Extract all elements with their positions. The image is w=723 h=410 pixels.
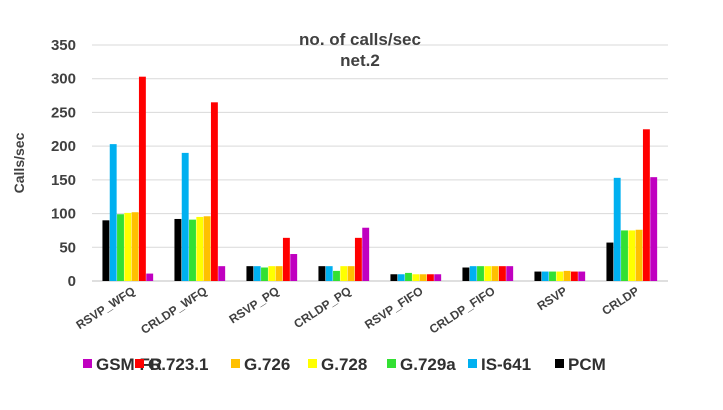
bar-g-726-rsvp-wfq xyxy=(131,212,139,281)
bar-pcm-rsvp-wfq xyxy=(102,220,110,281)
bar-is-641-rsvp-fifo xyxy=(397,274,405,281)
y-tick-label: 200 xyxy=(51,138,76,155)
bar-g-726-rsvp xyxy=(563,270,571,281)
bar-g-726-crldp-wfq xyxy=(203,216,211,281)
legend-label: G.728 xyxy=(321,355,367,374)
y-tick-label: 100 xyxy=(51,206,76,223)
bar-g-726-crldp-pq xyxy=(347,266,355,281)
legend-swatch xyxy=(231,359,240,368)
bar-g-723-1-crldp-pq xyxy=(354,237,362,281)
bar-g-729a-crldp-fifo xyxy=(477,266,484,281)
x-category-label: RSVP_WFQ xyxy=(74,284,138,332)
bar-g-729a-crldp-pq xyxy=(333,270,340,281)
x-category-label: CRLDP_WFQ xyxy=(138,284,209,337)
x-category-label: CRLDP xyxy=(599,284,641,318)
bar-g-728-rsvp-fifo xyxy=(412,274,420,281)
y-tick-label: 300 xyxy=(51,71,76,88)
bar-gsm-fr-crldp-wfq xyxy=(218,266,226,281)
legend: GSM FRG.723.1 G.726 G.728 G.729a IS-641 PCM xyxy=(83,355,606,374)
legend-swatch xyxy=(308,359,317,368)
bar-g-723-1-rsvp-fifo xyxy=(426,274,434,281)
y-axis-label: Calls/sec xyxy=(11,132,27,193)
bar-g-729a-crldp-wfq xyxy=(189,219,196,281)
bar-pcm-crldp-wfq xyxy=(174,218,182,281)
bar-g-729a-rsvp-wfq xyxy=(117,214,124,281)
x-category-label: RSVP xyxy=(535,284,570,314)
bar-is-641-crldp-pq xyxy=(325,266,333,281)
bar-is-641-rsvp-pq xyxy=(253,266,261,281)
x-category-label: RSVP_FIFO xyxy=(362,284,426,332)
bar-gsm-fr-rsvp-wfq xyxy=(146,273,154,281)
bar-g-729a-rsvp-pq xyxy=(261,267,268,281)
y-tick-label: 0 xyxy=(68,273,76,290)
bar-gsm-fr-crldp xyxy=(650,177,658,281)
bar-g-723-1-crldp xyxy=(642,129,650,281)
y-tick-label: 50 xyxy=(59,239,76,256)
legend-label: IS-641 xyxy=(481,355,531,374)
legend-swatch xyxy=(135,359,144,368)
bar-g-726-rsvp-pq xyxy=(275,266,283,281)
bar-g-723-1-rsvp-wfq xyxy=(138,76,146,281)
legend-swatch xyxy=(83,359,92,368)
bar-gsm-fr-rsvp-pq xyxy=(290,254,298,281)
bar-g-723-1-rsvp-pq xyxy=(282,237,290,281)
bar-gsm-fr-crldp-pq xyxy=(362,227,370,281)
bar-g-726-crldp xyxy=(635,229,643,281)
legend-label: GSM FR xyxy=(96,355,162,374)
bar-is-641-crldp-fifo xyxy=(469,266,477,281)
bar-g-728-rsvp-pq xyxy=(268,266,276,281)
bar-is-641-rsvp xyxy=(541,271,549,281)
legend-label: PCM xyxy=(568,355,606,374)
bar-pcm-rsvp-fifo xyxy=(390,274,398,281)
bar-g-723-1-crldp-wfq xyxy=(210,102,218,281)
bar-g-729a-crldp xyxy=(621,230,628,281)
bar-g-728-crldp xyxy=(628,230,636,281)
bar-g-728-rsvp xyxy=(556,271,564,281)
legend-label: G.729a xyxy=(400,355,456,374)
bar-g-726-crldp-fifo xyxy=(491,266,499,281)
bar-pcm-crldp xyxy=(606,242,614,281)
bar-gsm-fr-rsvp-fifo xyxy=(434,274,442,281)
legend-swatch xyxy=(555,359,564,368)
bar-gsm-fr-crldp-fifo xyxy=(506,266,514,281)
y-tick-label: 150 xyxy=(51,172,76,189)
legend-swatch xyxy=(468,359,477,368)
x-axis-categories: RSVP_WFQ CRLDP_WFQ RSVP_PQ CRLDP_PQ RSVP_FIF… xyxy=(74,284,642,337)
bar-gsm-fr-rsvp xyxy=(578,271,586,281)
bar-g-728-crldp-pq xyxy=(340,266,348,281)
bar-is-641-crldp-wfq xyxy=(181,152,189,281)
bar-g-729a-rsvp xyxy=(549,271,556,281)
bar-pcm-rsvp xyxy=(534,271,542,281)
legend-label: G.723.1 xyxy=(148,355,209,374)
x-category-label: CRLDP_FIFO xyxy=(427,284,498,337)
bars xyxy=(102,76,658,281)
bar-g-728-rsvp-wfq xyxy=(124,212,132,281)
bar-g-728-crldp-fifo xyxy=(484,266,492,281)
y-tick-label: 350 xyxy=(51,37,76,54)
bar-g-728-crldp-wfq xyxy=(196,216,204,281)
legend-swatch xyxy=(387,359,396,368)
y-axis-ticks: 0 50 100 150 200 250 300 350 xyxy=(51,37,76,290)
legend-label: G.726 xyxy=(244,355,290,374)
bar-g-723-1-crldp-fifo xyxy=(498,266,506,281)
bar-pcm-crldp-fifo xyxy=(462,267,470,281)
bar-pcm-crldp-pq xyxy=(318,266,326,281)
bar-g-726-rsvp-fifo xyxy=(419,274,427,281)
bar-pcm-rsvp-pq xyxy=(246,266,254,281)
bar-g-729a-rsvp-fifo xyxy=(405,272,412,281)
bar-is-641-crldp xyxy=(613,177,621,281)
x-category-label: RSVP_PQ xyxy=(226,284,281,327)
chart-title: no. of calls/sec xyxy=(299,30,421,49)
bar-g-723-1-rsvp xyxy=(570,271,578,281)
chart-subtitle: net.2 xyxy=(340,51,380,70)
x-category-label: CRLDP_PQ xyxy=(291,284,353,331)
bar-is-641-rsvp-wfq xyxy=(109,144,117,281)
y-tick-label: 250 xyxy=(51,104,76,121)
